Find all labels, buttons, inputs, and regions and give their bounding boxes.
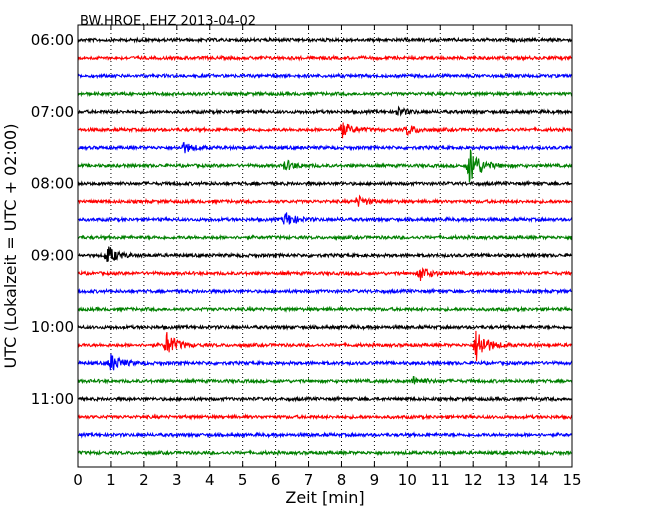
trace-line bbox=[77, 266, 573, 282]
trace-line bbox=[77, 431, 573, 439]
y-axis-label: UTC (Lokalzeit = UTC + 02:00) bbox=[1, 124, 20, 369]
x-tick-label: 3 bbox=[172, 471, 182, 489]
trace-line bbox=[77, 149, 573, 183]
y-axis: 06:00 07:00 08:00 09:00 10:00 11:00 bbox=[31, 31, 572, 408]
trace-line bbox=[77, 323, 573, 332]
x-tick-label: 0 bbox=[73, 471, 83, 489]
y-tick-label: 10:00 bbox=[31, 318, 74, 336]
trace-line bbox=[77, 449, 573, 457]
x-tick-label: 12 bbox=[464, 471, 483, 489]
trace-line bbox=[77, 330, 573, 362]
plot-frame bbox=[77, 24, 573, 468]
x-tick-label: 4 bbox=[205, 471, 215, 489]
y-tick-label: 09:00 bbox=[31, 246, 74, 264]
chart-title: BW.HROE..EHZ 2013-04-02 bbox=[80, 14, 256, 29]
x-tick-label: 11 bbox=[431, 471, 450, 489]
trace-line bbox=[77, 305, 573, 313]
y-tick-label: 06:00 bbox=[31, 31, 74, 49]
x-tick-label: 5 bbox=[238, 471, 248, 489]
x-tick-label: 6 bbox=[271, 471, 281, 489]
trace-line bbox=[77, 72, 573, 80]
x-axis: 0 1 2 3 4 5 6 7 8 9 10 11 12 13 14 15 bbox=[73, 25, 582, 489]
trace-line bbox=[77, 105, 573, 117]
trace-line bbox=[77, 413, 573, 421]
trace-line bbox=[77, 395, 573, 403]
x-tick-label: 15 bbox=[562, 471, 581, 489]
trace-line bbox=[77, 90, 573, 98]
trace-line bbox=[77, 233, 573, 242]
x-axis-label: Zeit [min] bbox=[285, 488, 364, 507]
trace-line bbox=[77, 122, 573, 139]
trace-line bbox=[77, 194, 573, 207]
trace-line bbox=[77, 141, 573, 154]
x-tick-label: 14 bbox=[530, 471, 549, 489]
x-tick-label: 7 bbox=[304, 471, 314, 489]
trace-line bbox=[77, 54, 573, 62]
y-tick-label: 08:00 bbox=[31, 175, 74, 193]
trace-series bbox=[77, 36, 573, 457]
chart-grid bbox=[110, 25, 540, 467]
x-tick-label: 10 bbox=[398, 471, 417, 489]
trace-line bbox=[77, 36, 573, 44]
trace-line bbox=[77, 375, 573, 385]
y-tick-label: 07:00 bbox=[31, 103, 74, 121]
x-tick-label: 1 bbox=[106, 471, 116, 489]
trace-line bbox=[77, 179, 573, 188]
x-tick-label: 2 bbox=[139, 471, 149, 489]
x-tick-label: 9 bbox=[370, 471, 380, 489]
x-tick-label: 8 bbox=[337, 471, 347, 489]
trace-line bbox=[77, 353, 573, 371]
trace-line bbox=[77, 287, 573, 295]
y-tick-label: 11:00 bbox=[31, 390, 74, 408]
trace-line bbox=[77, 246, 573, 263]
trace-line bbox=[77, 212, 573, 225]
x-tick-label: 13 bbox=[497, 471, 516, 489]
